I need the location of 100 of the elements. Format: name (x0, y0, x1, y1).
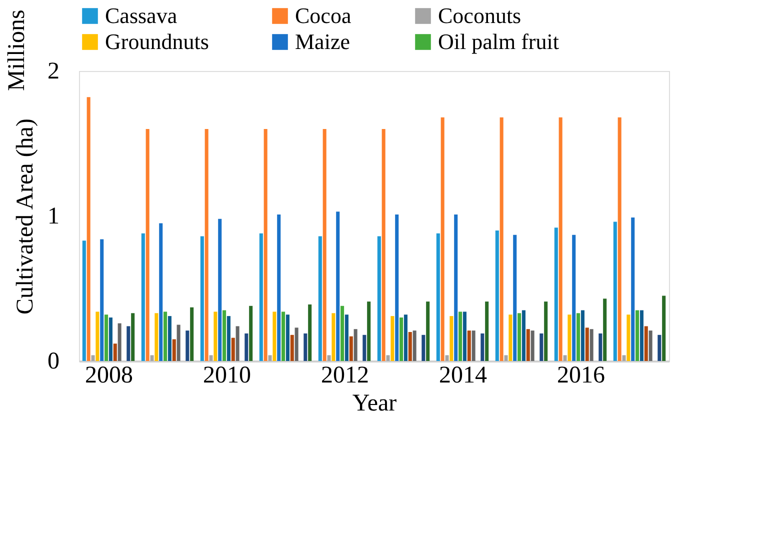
bar (500, 117, 504, 361)
x-tick-label: 2016 (557, 362, 605, 388)
bar (395, 214, 399, 361)
bar (462, 312, 466, 361)
legend-label: Groundnuts (105, 29, 209, 54)
y-tick-label: 2 (48, 58, 60, 84)
bar (648, 330, 652, 361)
bar (485, 302, 489, 361)
bar (82, 240, 86, 361)
y-tick-label: 0 (48, 348, 60, 374)
bar (190, 307, 194, 361)
bar (598, 333, 602, 361)
bar (172, 339, 176, 361)
bar (272, 312, 276, 361)
bar (467, 330, 471, 361)
bar (126, 326, 130, 361)
legend-label: Cocoa (295, 3, 352, 28)
bar (522, 310, 526, 361)
bar (218, 218, 222, 361)
bar (168, 316, 172, 361)
bar (404, 314, 408, 361)
bar (422, 334, 426, 361)
bar (164, 312, 168, 361)
bar (290, 334, 294, 361)
bar (590, 329, 594, 361)
bar (322, 129, 326, 361)
bar (445, 355, 449, 361)
bar (622, 355, 626, 361)
bar (282, 312, 286, 361)
bar (631, 217, 635, 361)
bar (200, 236, 204, 361)
bar (108, 318, 112, 361)
x-tick-label: 2010 (203, 362, 251, 388)
bar (231, 338, 235, 361)
bar (544, 302, 548, 361)
bar (508, 314, 512, 361)
x-tick-label: 2008 (85, 362, 133, 388)
bar (176, 324, 180, 361)
bar (412, 330, 416, 361)
bar (209, 355, 213, 361)
bar (186, 330, 190, 361)
bar (530, 330, 534, 361)
bar (480, 333, 484, 361)
text: Millions (4, 10, 30, 91)
bar (226, 316, 230, 361)
bar (526, 329, 530, 361)
bar (159, 223, 163, 361)
bar (554, 228, 558, 361)
bar (386, 355, 390, 361)
bar (580, 310, 584, 361)
y-tick-label: 1 (48, 204, 60, 230)
bar (268, 355, 272, 361)
bar (304, 333, 308, 361)
bar (450, 316, 454, 361)
bar (400, 318, 404, 361)
legend-label: Oil palm fruit (438, 29, 559, 54)
bar (154, 313, 158, 361)
bar (513, 234, 517, 361)
bar (408, 332, 412, 361)
bar (390, 316, 394, 361)
bar (113, 344, 117, 361)
bar (308, 304, 312, 361)
bar (141, 233, 145, 361)
bar (244, 333, 248, 361)
bar (336, 212, 340, 361)
bar (204, 129, 208, 361)
bar (626, 314, 630, 361)
bar (236, 326, 240, 361)
bar (618, 117, 622, 361)
bar (640, 310, 644, 361)
bar (349, 336, 353, 361)
bar (150, 355, 154, 361)
bar (426, 302, 430, 361)
bar (540, 333, 544, 361)
x-tick-label: 2012 (321, 362, 369, 388)
bar (472, 330, 476, 361)
bar (585, 328, 589, 361)
bar (277, 214, 281, 361)
bar (644, 326, 648, 361)
bar (362, 334, 366, 361)
bar (658, 334, 662, 361)
bar (264, 129, 268, 361)
bar (100, 239, 104, 361)
bar (382, 129, 386, 361)
bar (86, 97, 90, 361)
bar (458, 312, 462, 361)
bar (214, 312, 218, 361)
bar (504, 355, 508, 361)
bar (318, 236, 322, 361)
bar (576, 313, 580, 361)
y-axis-title: Cultivated Area (ha) (12, 118, 38, 314)
bar (613, 222, 617, 361)
bar (495, 230, 499, 361)
bar (518, 313, 522, 361)
bar (367, 302, 371, 361)
bar (568, 314, 572, 361)
bar (454, 214, 458, 361)
legend-label: Coconuts (438, 3, 522, 28)
bar (344, 314, 348, 361)
x-axis-title: Year (352, 390, 397, 416)
